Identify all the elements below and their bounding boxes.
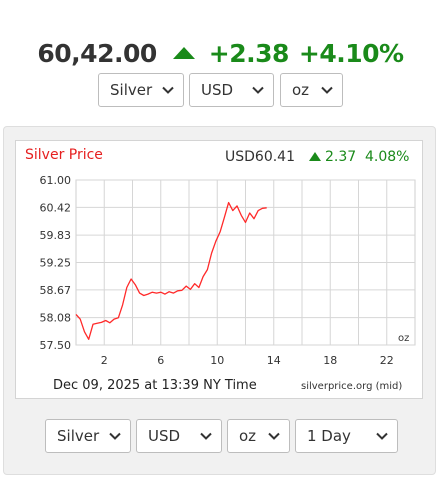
quote-change-percent: 4.08% — [365, 149, 409, 165]
chevron-down-icon — [109, 432, 121, 440]
chart-quote: USD60.41 2.37 4.08% — [225, 149, 409, 165]
price-change-percent: +4.10% — [298, 38, 404, 68]
chart-source: silverprice.org (mid) — [301, 381, 402, 392]
quote-change: 2.37 — [325, 149, 356, 165]
chevron-down-icon — [376, 432, 388, 440]
chevron-down-icon — [252, 86, 264, 94]
time-range-select-value: 1 Day — [307, 427, 351, 445]
metal-select[interactable]: Silver — [98, 73, 184, 107]
currency-select-value: USD — [201, 81, 234, 99]
arrow-up-icon — [309, 152, 321, 161]
unit-select[interactable]: oz — [280, 73, 343, 107]
price-header: 60,42.00 +2.38 +4.10% — [0, 36, 441, 70]
y-tick-label: 60.42 — [40, 201, 72, 214]
chevron-down-icon — [200, 432, 212, 440]
arrow-up-icon — [172, 47, 195, 59]
x-tick-label: 22 — [380, 354, 394, 367]
y-tick-label: 59.83 — [40, 229, 72, 242]
price-change: +2.38 — [208, 38, 290, 68]
y-tick-label: 58.67 — [40, 284, 72, 297]
chart-grid — [75, 179, 416, 346]
y-tick-label: 59.25 — [40, 257, 72, 270]
silver-price-chart: Silver Price USD60.41 2.37 4.08% 61.00 60… — [25, 147, 416, 393]
chart-timestamp: Dec 09, 2025 at 13:39 NY Time — [53, 378, 257, 393]
chart-container — [15, 140, 423, 399]
y-tick-label: 58.08 — [40, 312, 72, 325]
chart-unit-label: oz — [398, 333, 409, 344]
chevron-down-icon — [321, 86, 333, 94]
y-tick-label: 61.00 — [40, 174, 72, 187]
time-range-select[interactable]: 1 Day — [295, 419, 398, 453]
price-series-line — [75, 201, 267, 340]
chevron-down-icon — [162, 86, 174, 94]
quote-price: USD60.41 — [225, 149, 295, 165]
chevron-down-icon — [268, 432, 280, 440]
y-tick-label: 57.50 — [40, 339, 72, 352]
x-tick-label: 14 — [267, 354, 281, 367]
chart-title: Silver Price — [25, 147, 103, 163]
x-tick-label: 10 — [210, 354, 224, 367]
metal-select-value: Silver — [110, 81, 153, 99]
bottom-metal-select-value: Silver — [57, 427, 100, 445]
x-tick-label: 18 — [323, 354, 337, 367]
bottom-unit-select[interactable]: oz — [227, 419, 290, 453]
x-tick-label: 6 — [157, 354, 164, 367]
bottom-unit-select-value: oz — [239, 427, 257, 445]
chart-axes: 61.00 60.42 59.83 59.25 58.67 58.08 57.50 2 6 10 1… — [40, 174, 394, 367]
x-tick-label: 2 — [101, 354, 108, 367]
spot-price: 60,42.00 — [37, 38, 157, 68]
bottom-metal-select[interactable]: Silver — [45, 419, 131, 453]
chart-series — [75, 201, 267, 340]
bottom-currency-select[interactable]: USD — [136, 419, 222, 453]
unit-select-value: oz — [292, 81, 310, 99]
currency-select[interactable]: USD — [189, 73, 274, 107]
bottom-currency-select-value: USD — [148, 427, 181, 445]
